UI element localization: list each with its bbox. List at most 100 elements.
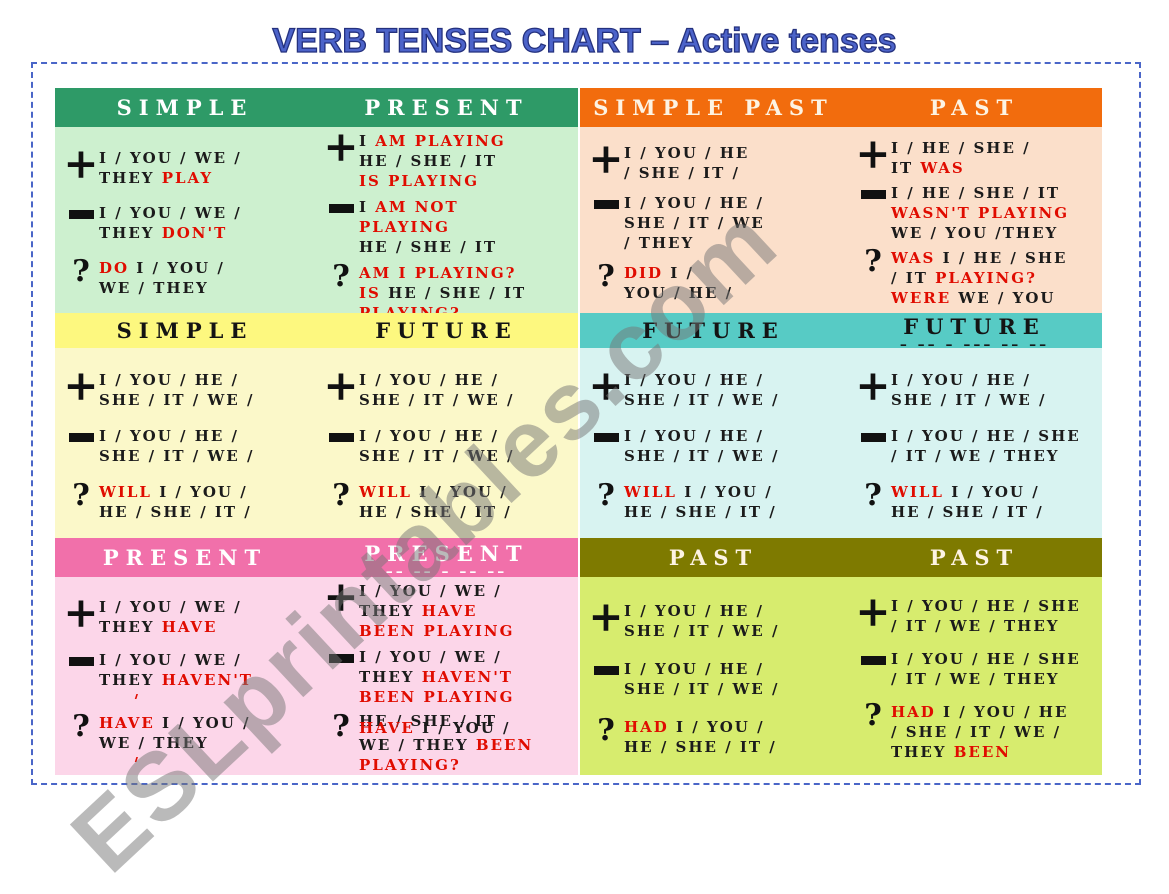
text-segment: HAVEN'T — [161, 671, 253, 689]
text-line: / SHE / IT / WE / — [891, 722, 1100, 742]
text-line: WE / THEY — [99, 278, 313, 298]
form-text: WILL I / YOU / HE / SHE / IT / — [99, 482, 313, 522]
header-label: PRESENT — [102, 545, 268, 570]
minus-bar — [328, 654, 354, 663]
text-line: HAVE I / YOU / — [359, 718, 511, 738]
text-segment: I / YOU / HE / — [891, 371, 1032, 389]
form-text: HAD I / YOU / HE / SHE / IT / — [624, 717, 845, 757]
text-line: WASN'T PLAYING — [891, 203, 1100, 223]
question-symbol: ? — [72, 708, 90, 744]
text-segment: SHE / IT / WE / — [624, 680, 780, 698]
text-segment: I / YOU / — [154, 713, 251, 732]
text-line: I / YOU / HE / — [99, 370, 313, 390]
column-header-simple-past: SIMPLE PAST — [580, 88, 847, 127]
form-negative: I / YOU / WE / THEY DON'T — [63, 203, 313, 243]
plus-symbol: + — [323, 577, 359, 621]
form-text: I / YOU / HE / SHE / IT / WE / — [99, 426, 313, 466]
column-header-simple: SIMPLE — [55, 88, 315, 127]
form-text: HE / SHE / IT HAVE I / YOU / WE / THEY BEE… — [359, 712, 576, 775]
form-positive: + I / YOU / HE / SHE / IT / WE / — [588, 365, 845, 410]
text-segment: I / YOU / HE — [624, 144, 750, 162]
text-segment: THEY — [359, 602, 422, 620]
text-segment: I / YOU / — [151, 483, 248, 501]
text-line: I / YOU / HE / SHE — [891, 596, 1100, 616]
plus-symbol: + — [63, 587, 99, 637]
text-line: IS PLAYING — [359, 171, 576, 191]
text-line: I / YOU / HE / — [624, 601, 845, 621]
text-segment: SHE / IT / WE / — [624, 391, 780, 409]
text-segment: I / YOU / HE / — [624, 427, 765, 445]
text-line: WERE WE / YOU — [891, 288, 1100, 308]
column-header-future: FUTURE – –– – ––– –– –– — [847, 313, 1102, 348]
form-text: I / YOU / HE / SHE / IT / WE / — [891, 370, 1100, 410]
form-positive: + I AM PLAYING HE / SHE / IT IS PLAYING — [323, 127, 576, 191]
header-label: FUTURE — [375, 318, 518, 343]
text-line: SHE / IT / WE — [624, 213, 845, 233]
text-segment: SHE / IT / WE / — [359, 447, 515, 465]
question-symbol: ? — [332, 259, 350, 294]
question-symbol: ? — [864, 244, 882, 279]
text-line: PLAYING — [359, 217, 576, 237]
form-text: DID I / YOU / HE / — [624, 263, 845, 303]
text-segment: AM I PLAYING? — [359, 264, 517, 282]
question-symbol: ? — [864, 698, 882, 733]
form-negative: I / YOU / WE / THEY HAVEN'T BEEN PLAYING — [323, 647, 576, 707]
header-label: PAST — [929, 545, 1020, 570]
tense-cell-past-perfect: + I / YOU / HE / SHE / IT / WE / I / YOU / … — [580, 577, 847, 775]
text-segment: / IT / WE / THEY — [891, 670, 1060, 688]
form-text: I / YOU / HE / SHE / IT / WE / THEY — [891, 649, 1100, 689]
text-line: WILL I / YOU / — [359, 482, 576, 502]
text-line: HAD I / YOU / — [624, 717, 845, 737]
text-segment: YOU / HE / — [624, 284, 734, 302]
header-label: SIMPLE — [116, 318, 254, 343]
text-line: SHE / IT / WE / — [359, 446, 576, 466]
form-question: ? HAD I / YOU / HE / SHE / IT / — [588, 716, 845, 757]
text-line: I AM PLAYING — [359, 131, 576, 151]
form-text: I AM NOT PLAYING HE / SHE / IT — [359, 197, 576, 257]
text-segment: I / YOU / HE / — [99, 427, 240, 445]
form-negative: I / YOU / HE / SHE / IT / WE / THEY — [588, 193, 845, 253]
text-line: WE / YOU /THEY — [891, 223, 1100, 243]
question-symbol: ? — [72, 254, 90, 289]
text-line: I / YOU / HE / — [624, 426, 845, 446]
form-text: WILL I / YOU / HE / SHE / IT / — [359, 482, 576, 522]
header-label: SIMPLE PAST — [593, 95, 834, 120]
text-segment: I / YOU / — [943, 483, 1040, 501]
form-positive: + I / YOU / WE / THEY HAVE — [63, 587, 313, 637]
text-segment: BEEN — [475, 736, 534, 754]
table-left-half: SIMPLE PRESENT + I / YOU / WE / THEY PLAY I /… — [55, 88, 578, 775]
form-text: I / HE / SHE / IT WAS — [891, 138, 1100, 178]
form-positive: + I / YOU / HE / SHE / IT / WE / THEY — [855, 591, 1100, 636]
text-segment: HE / SHE / IT / — [624, 738, 777, 756]
minus-symbol — [855, 183, 891, 203]
form-question: ? AM I PLAYING? IS HE / SHE / IT PLAYING? — [323, 259, 576, 314]
text-segment: IT — [891, 159, 921, 177]
text-segment: HAD — [891, 703, 936, 721]
text-line: HE / SHE / IT — [359, 237, 576, 257]
text-segment: I / YOU / HE / — [624, 602, 765, 620]
plus-symbol: + — [855, 129, 891, 178]
text-segment: HAVE — [99, 713, 155, 732]
text-line: SHE / IT / WE / — [99, 390, 313, 410]
text-line-clipped: – – / – – – – — [99, 690, 313, 699]
text-segment: HAVEN'T — [421, 668, 513, 686]
form-question: ? WILL I / YOU / HE / SHE / IT / — [588, 481, 845, 522]
minus-bar — [68, 657, 94, 666]
text-segment: SHE / IT / WE / — [359, 391, 515, 409]
minus-bar — [593, 433, 619, 442]
text-segment: BEEN PLAYING — [359, 688, 515, 706]
text-segment: SHE / IT / WE / — [624, 447, 780, 465]
text-segment: I / YOU / WE / — [99, 597, 242, 616]
header-label: PRESENT — [364, 540, 529, 566]
tense-cell-future-perfect: + I / YOU / HE / SHE / IT / WE / I / YOU / … — [847, 348, 1102, 538]
minus-symbol — [63, 650, 99, 670]
text-line: SHE / IT / WE / — [891, 390, 1100, 410]
tense-table: SIMPLE PRESENT + I / YOU / WE / THEY PLAY I /… — [55, 88, 1102, 775]
form-negative: I / YOU / HE / SHE / IT / WE / THEY — [855, 426, 1100, 466]
text-line: I / YOU / HE / SHE — [891, 426, 1100, 446]
text-line: / SHE / IT / — [624, 163, 845, 183]
text-segment: WE / THEY — [99, 733, 209, 752]
text-segment: I — [359, 198, 376, 216]
text-line: THEY PLAY — [99, 168, 313, 188]
text-segment: HAVE — [161, 617, 218, 636]
